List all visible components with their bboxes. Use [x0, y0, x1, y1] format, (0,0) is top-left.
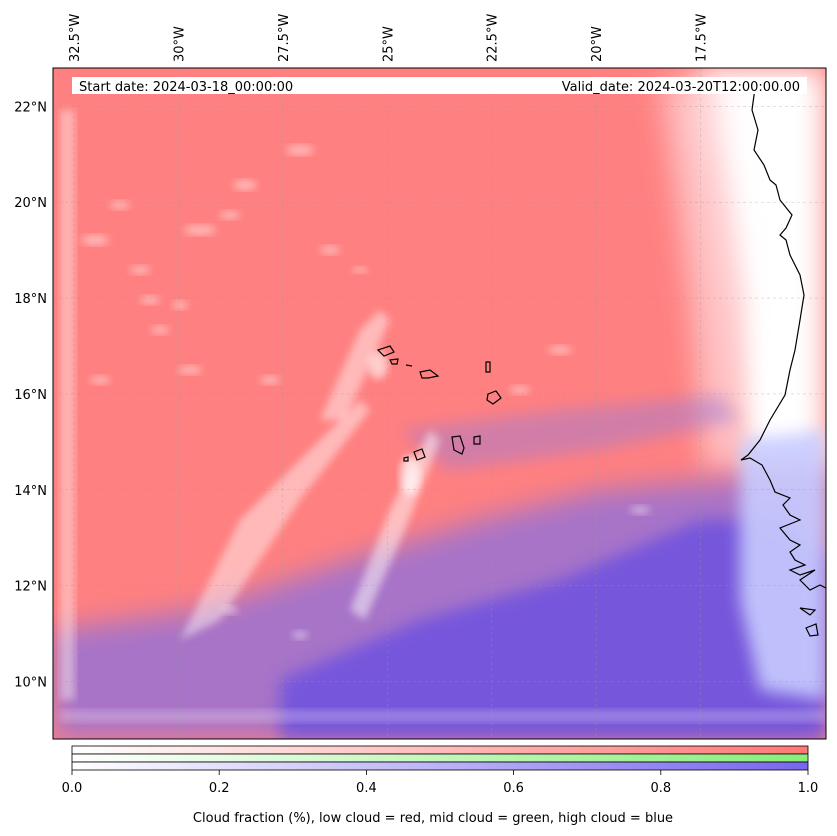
cloud-patch — [220, 211, 240, 219]
cloud-patch — [352, 267, 368, 273]
santa-luzia-island — [405, 364, 413, 367]
longitude-tick-label: 17.5°W — [695, 14, 710, 62]
colorbar-ticks: 0.0 0.2 0.4 0.6 0.8 1.0 — [62, 770, 819, 796]
island-wake-1 — [400, 455, 420, 495]
high-cloud-core — [280, 520, 826, 739]
colorbar-high-cloud — [71, 761, 809, 771]
cloud-patch — [292, 631, 308, 639]
cloud-patch — [130, 266, 150, 274]
colorbar-tick-label: 1.0 — [798, 781, 819, 796]
latitude-tick-label: 14°N — [14, 484, 47, 499]
cloud-patch — [233, 180, 257, 190]
cloud-patch — [510, 386, 530, 394]
colorbar-low-cloud — [71, 745, 809, 755]
latitude-tick-label: 20°N — [14, 196, 47, 211]
colorbar: 0.0 0.2 0.4 0.6 0.8 1.0 Cloud fraction (%), l… — [62, 745, 819, 826]
bijagos-island — [799, 607, 817, 616]
boa-vista-island — [486, 390, 502, 405]
latitude-tick-label: 18°N — [14, 292, 47, 307]
cloud-patch — [260, 376, 280, 384]
cloud-streak-1 — [180, 400, 370, 640]
santo-antao-island — [376, 345, 395, 357]
longitude-tick-label: 32.5°W — [68, 14, 83, 62]
colorbar-title: Cloud fraction (%), low cloud = red, mid… — [193, 811, 673, 826]
start-date-label: Start date: 2024-03-18_00:00:00 — [79, 80, 293, 95]
sao-nicolau-island — [419, 369, 440, 379]
colorbar-mid-cloud — [71, 753, 809, 763]
cloud-patch — [110, 201, 130, 209]
colorbar-tick-label: 0.4 — [356, 781, 377, 796]
colorbar-tick-label: 0.2 — [209, 781, 230, 796]
santiago-island — [451, 435, 465, 455]
cloud-patch — [151, 326, 169, 334]
cloud-patch — [286, 145, 314, 155]
fogo-island — [413, 448, 426, 461]
high-cloud-coast — [740, 430, 826, 700]
island-wake-2 — [368, 351, 388, 379]
coast-island-2 — [805, 623, 819, 637]
edge-artifact-bottom — [60, 710, 826, 722]
colorbar-tick-label: 0.0 — [62, 781, 83, 796]
cloud-patch — [184, 225, 216, 235]
longitude-tick-labels: 32.5°W 30°W 27.5°W 25°W 22.5°W 20°W 17.5°W — [68, 14, 710, 62]
longitude-tick-label: 20°W — [590, 26, 605, 62]
cloud-patch — [630, 506, 650, 514]
cloud-patch — [320, 246, 340, 254]
edge-artifact — [60, 110, 75, 700]
cloud-patch — [172, 301, 188, 309]
cloud-patch — [178, 366, 202, 374]
longitude-tick-label: 27.5°W — [277, 14, 292, 62]
latitude-tick-label: 22°N — [14, 100, 47, 115]
cloud-field — [53, 68, 826, 739]
latitude-tick-label: 10°N — [14, 675, 47, 690]
colorbar-tick-label: 0.6 — [503, 781, 524, 796]
brava-island — [403, 456, 409, 462]
latitude-tick-labels: 22°N 20°N 18°N 16°N 14°N 12°N 10°N — [14, 100, 47, 690]
longitude-tick-label: 22.5°W — [486, 14, 501, 62]
thin-cloud-band — [660, 80, 745, 470]
colorbar-tick-label: 0.8 — [650, 781, 671, 796]
valid-date-label: Valid_date: 2024-03-20T12:00:00.00 — [562, 80, 800, 95]
cloud-streak-3 — [320, 310, 390, 420]
sal-island — [485, 361, 491, 373]
map-frame — [52, 67, 827, 740]
maio-island — [473, 435, 481, 445]
cloud-patch — [548, 346, 572, 354]
latitude-tick-label: 12°N — [14, 580, 47, 595]
mid-high-streak — [400, 395, 740, 470]
cloud-patch — [140, 296, 160, 304]
cloud-patch — [222, 606, 238, 614]
longitude-tick-label: 30°W — [172, 26, 187, 62]
cloud-patch — [81, 235, 109, 245]
graticule — [53, 68, 826, 739]
clear-region-coast — [700, 68, 826, 470]
africa-coastline — [740, 87, 826, 591]
coastlines — [376, 87, 826, 637]
longitude-tick-label: 25°W — [381, 26, 396, 62]
sao-vicente-island — [389, 358, 399, 365]
latitude-tick-label: 16°N — [14, 388, 47, 403]
cloud-patch — [90, 376, 110, 384]
info-bar — [72, 77, 807, 94]
